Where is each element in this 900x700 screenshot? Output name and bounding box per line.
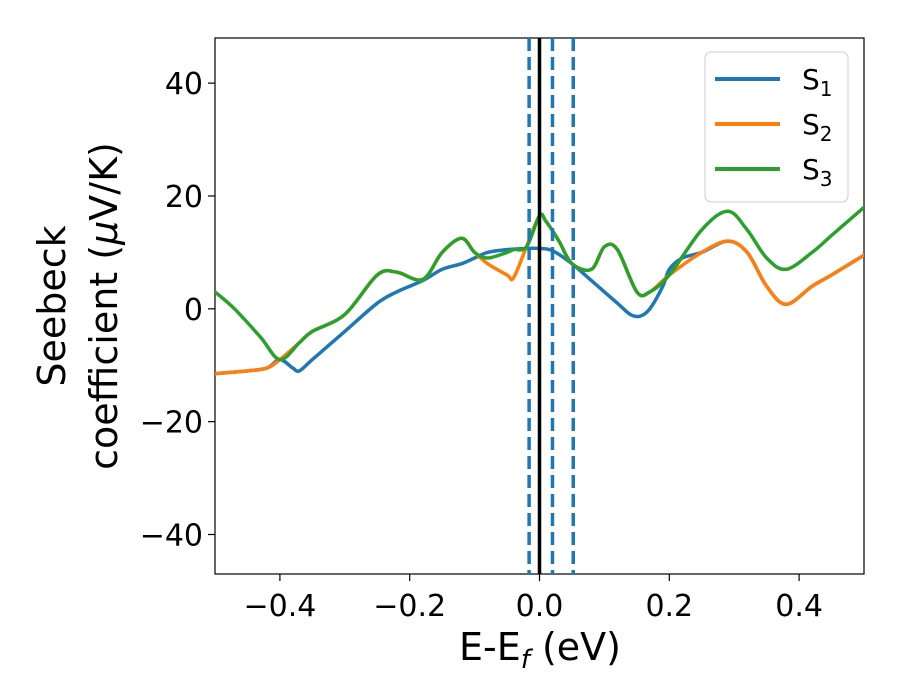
legend-label-s1: S1 [802, 63, 833, 101]
legend-label-subscript: 1 [820, 77, 833, 101]
y-axis-label-mu: μ [82, 221, 126, 246]
y-tick-label: 0 [184, 293, 203, 328]
y-tick-label: −40 [140, 519, 203, 554]
legend-label-main: S [802, 108, 820, 141]
legend-label-subscript: 3 [820, 167, 833, 191]
y-axis-label: Seebeck coefficient (μV/K) [30, 142, 126, 470]
y-axis-ticks: −40 −20 0 20 40 [140, 67, 215, 554]
y-axis-label-line1: Seebeck [30, 225, 74, 386]
y-axis-label-unit: V/K) [82, 142, 126, 221]
legend-label-s2: S2 [802, 108, 833, 146]
x-axis-label: E-Ef (eV) [459, 625, 621, 675]
x-axis-label-main: E-E [459, 625, 521, 669]
y-axis-label-line2-text: coefficient ( [82, 245, 126, 470]
legend-box [704, 51, 849, 203]
legend-label-subscript: 2 [820, 122, 833, 146]
y-tick-label: −20 [140, 406, 203, 441]
x-tick-label: −0.4 [243, 589, 316, 624]
x-tick-label: 0.0 [516, 589, 564, 624]
y-tick-label: 40 [165, 67, 203, 102]
legend-label-main: S [802, 63, 820, 96]
plot-layer [215, 38, 864, 574]
x-tick-label: 0.4 [775, 589, 823, 624]
x-axis-ticks: −0.4 −0.2 0.0 0.2 0.4 [243, 574, 823, 624]
y-axis-label-line2: coefficient (μV/K) [82, 142, 126, 470]
legend-label-s3: S3 [802, 153, 833, 191]
x-tick-label: 0.2 [645, 589, 693, 624]
x-axis-label-unit: (eV) [530, 625, 621, 669]
x-tick-label: −0.2 [373, 589, 446, 624]
legend-label-main: S [802, 153, 820, 186]
y-tick-label: 20 [165, 180, 203, 215]
